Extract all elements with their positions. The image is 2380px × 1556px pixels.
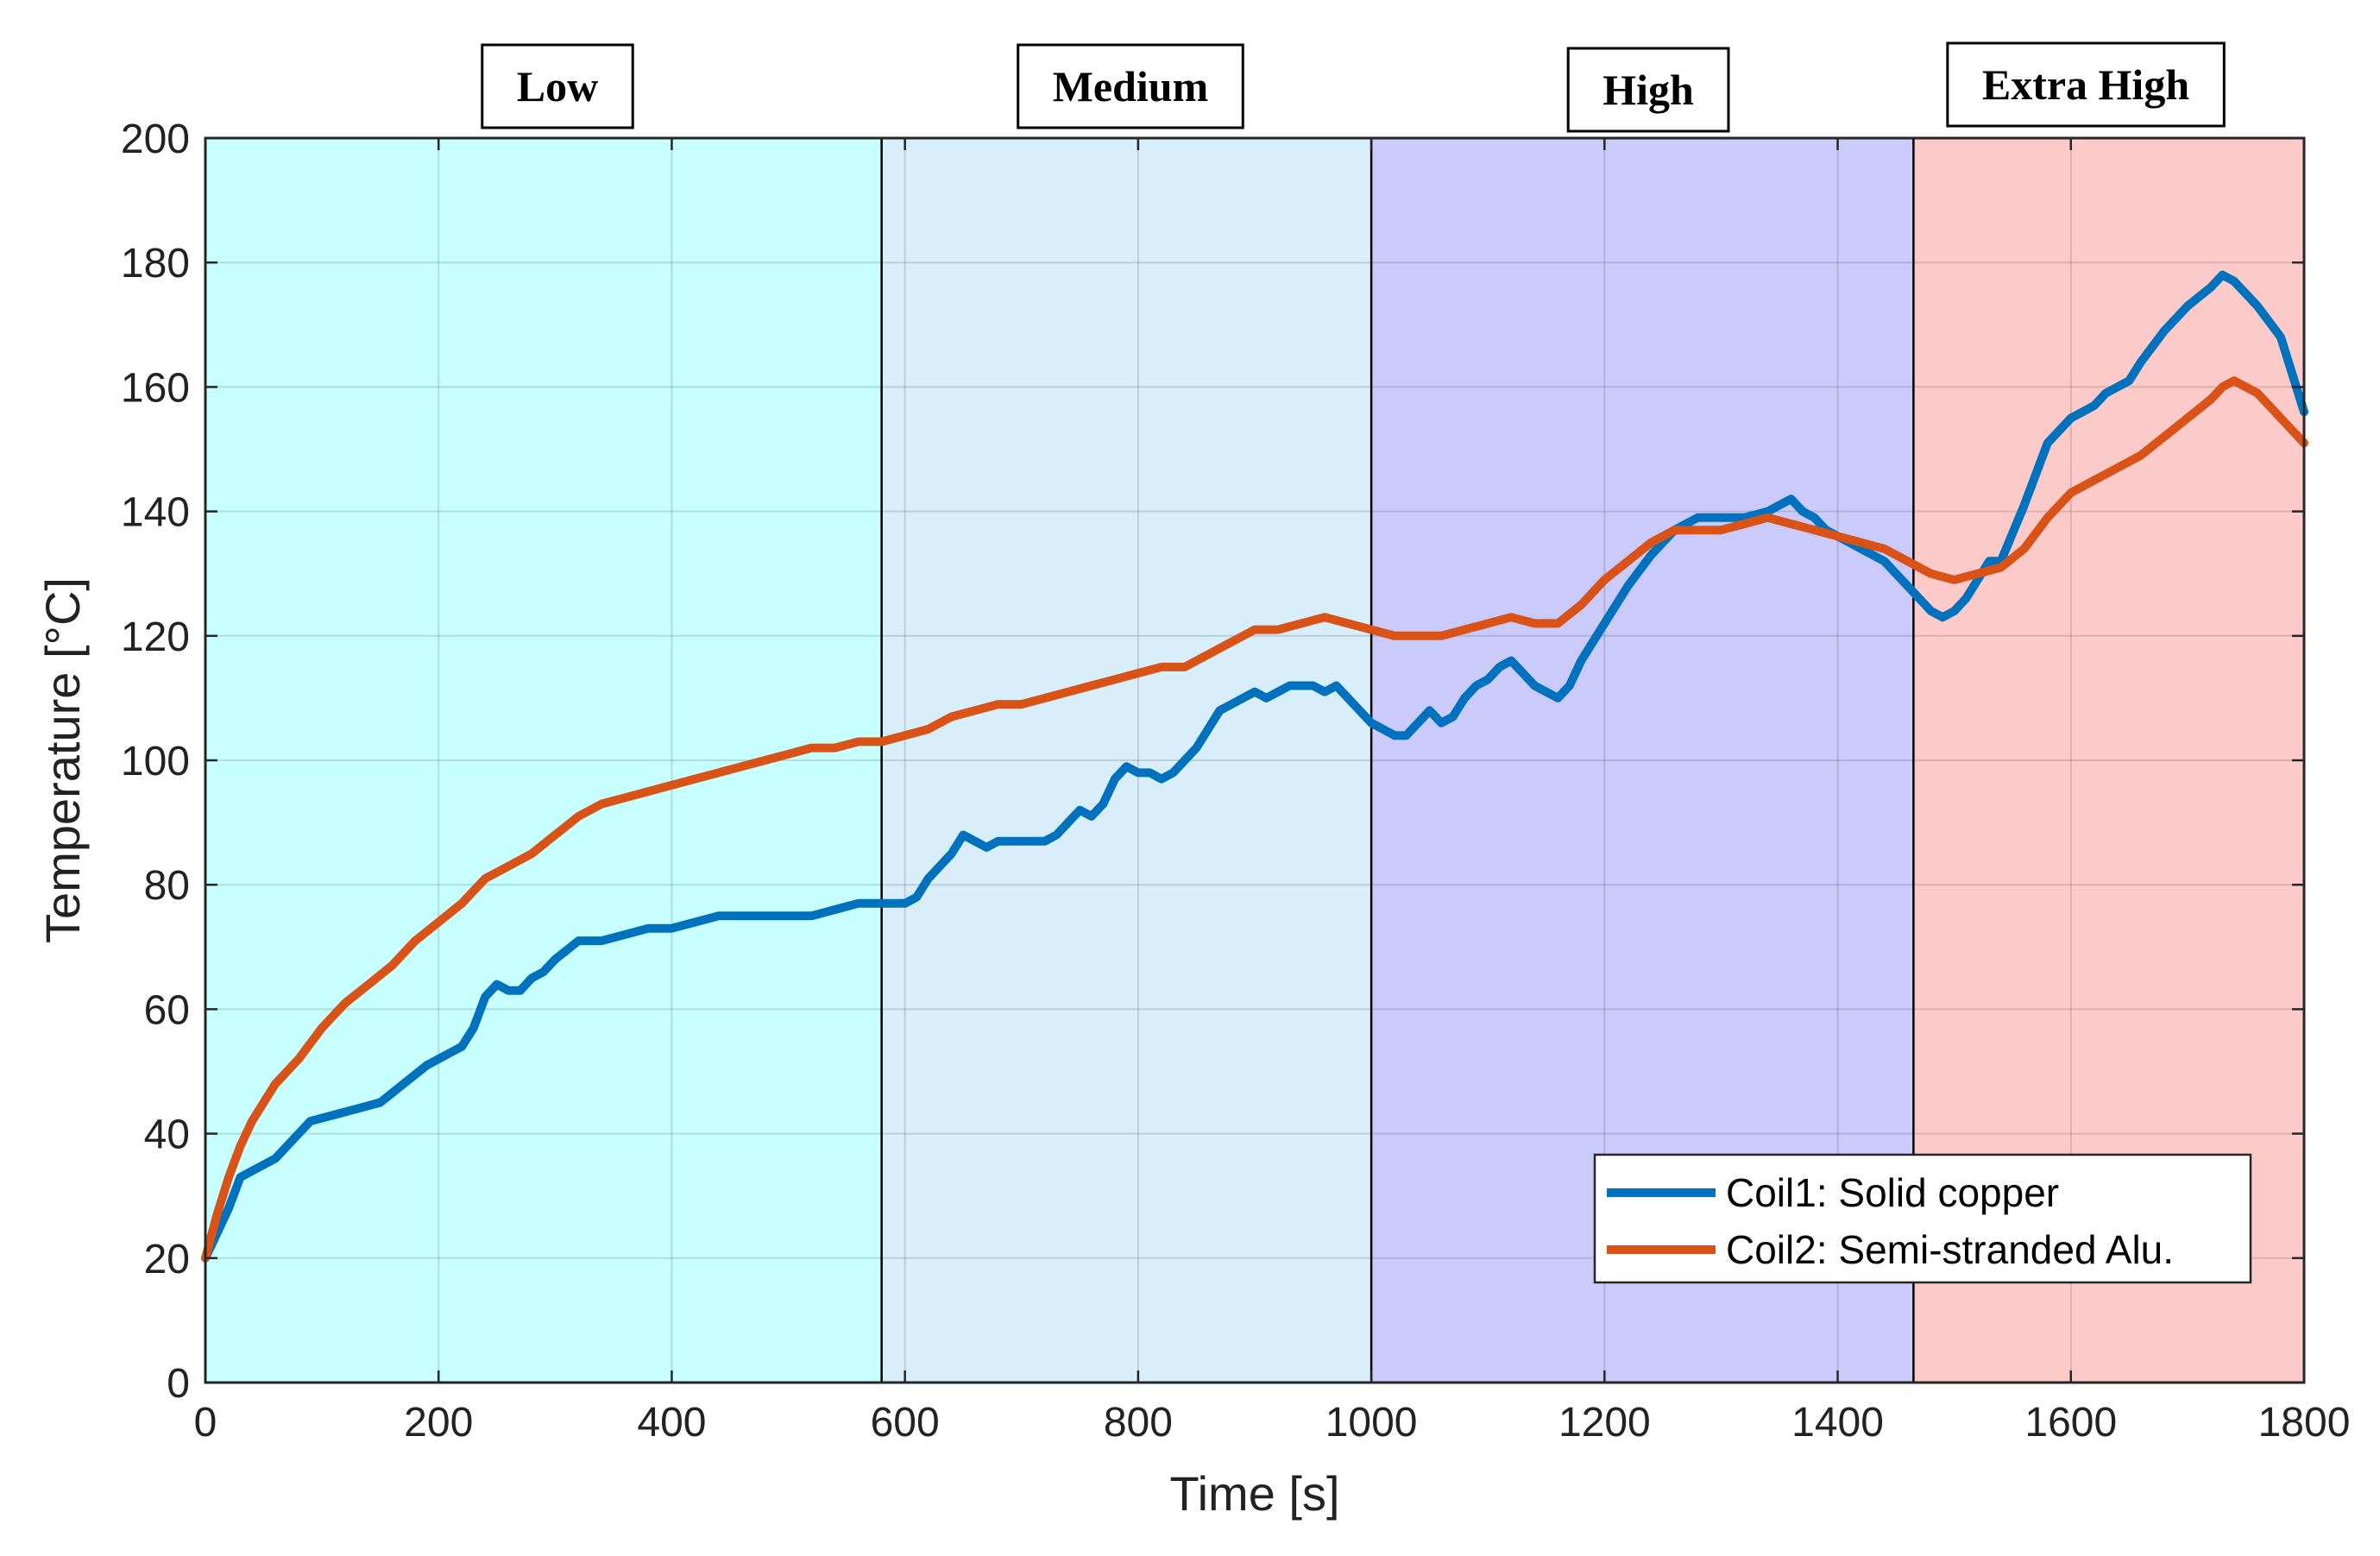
x-tick-label-8: 1600 bbox=[2024, 1400, 2117, 1446]
legend-label-0: Coil1: Solid copper bbox=[1726, 1170, 2059, 1215]
region-label-text-2: High bbox=[1602, 66, 1694, 114]
region-label-box-1 bbox=[1017, 43, 1244, 129]
y-tick-label-2: 40 bbox=[144, 1112, 190, 1158]
legend-items: Coil1: Solid copper Coil2: Semi-stranded … bbox=[1607, 1170, 2174, 1272]
series-line-0 bbox=[201, 270, 2308, 1263]
y-tick-label-1: 20 bbox=[144, 1237, 190, 1282]
y-tick-label-9: 180 bbox=[121, 241, 190, 287]
y-axis-label: Temperature [°C] bbox=[35, 577, 90, 943]
x-tick-label-2: 400 bbox=[637, 1400, 706, 1446]
y-tick-label-7: 140 bbox=[121, 490, 190, 536]
region-label-text-1: Medium bbox=[1053, 62, 1209, 110]
region-label-text-0: Low bbox=[517, 62, 598, 110]
region-label-text-3: Extra High bbox=[1982, 60, 2189, 109]
region-label-box-2 bbox=[1566, 47, 1730, 133]
region-label-box-3 bbox=[1946, 41, 2226, 128]
y-tick-label-4: 80 bbox=[144, 863, 190, 909]
region-1 bbox=[881, 138, 1372, 1383]
x-tick-label-6: 1200 bbox=[1558, 1400, 1651, 1446]
x-tick-label-4: 800 bbox=[1104, 1400, 1173, 1446]
y-tick-label-8: 160 bbox=[121, 365, 190, 411]
x-tick-label-5: 1000 bbox=[1325, 1400, 1418, 1446]
grid-lines bbox=[205, 138, 2304, 1383]
axis-ticks: 0 200 400 600 800 1000 1200 1400 1600 1800 0 20 40 60… bbox=[121, 117, 2350, 1446]
region-label-1: Medium bbox=[1017, 43, 1244, 129]
legend: Coil1: Solid copper Coil2: Semi-stranded … bbox=[1593, 1153, 2252, 1284]
x-tick-label-9: 1800 bbox=[2258, 1400, 2351, 1446]
x-axis-label: Time [s] bbox=[1169, 1466, 1339, 1521]
y-tick-label-10: 200 bbox=[121, 117, 190, 162]
x-tick-label-7: 1400 bbox=[1791, 1400, 1884, 1446]
y-tick-label-3: 60 bbox=[144, 987, 190, 1033]
region-label-0: Low bbox=[481, 43, 634, 129]
shaded-regions bbox=[205, 138, 2304, 1383]
y-tick-label-5: 100 bbox=[121, 739, 190, 784]
series-line-1 bbox=[201, 376, 2308, 1263]
region-label-3: Extra High bbox=[1946, 41, 2226, 128]
region-label-box-0 bbox=[481, 43, 634, 129]
region-labels: Low Medium High Extra High bbox=[481, 41, 2226, 133]
legend-label-1: Coil2: Semi-stranded Alu. bbox=[1726, 1227, 2174, 1272]
legend-box bbox=[1593, 1153, 2252, 1284]
x-tick-label-1: 200 bbox=[404, 1400, 473, 1446]
data-series bbox=[201, 270, 2308, 1263]
y-tick-label-6: 120 bbox=[121, 614, 190, 660]
region-label-2: High bbox=[1566, 47, 1730, 133]
x-tick-label-0: 0 bbox=[194, 1400, 217, 1446]
x-tick-label-3: 600 bbox=[871, 1400, 940, 1446]
y-tick-label-0: 0 bbox=[167, 1361, 190, 1407]
